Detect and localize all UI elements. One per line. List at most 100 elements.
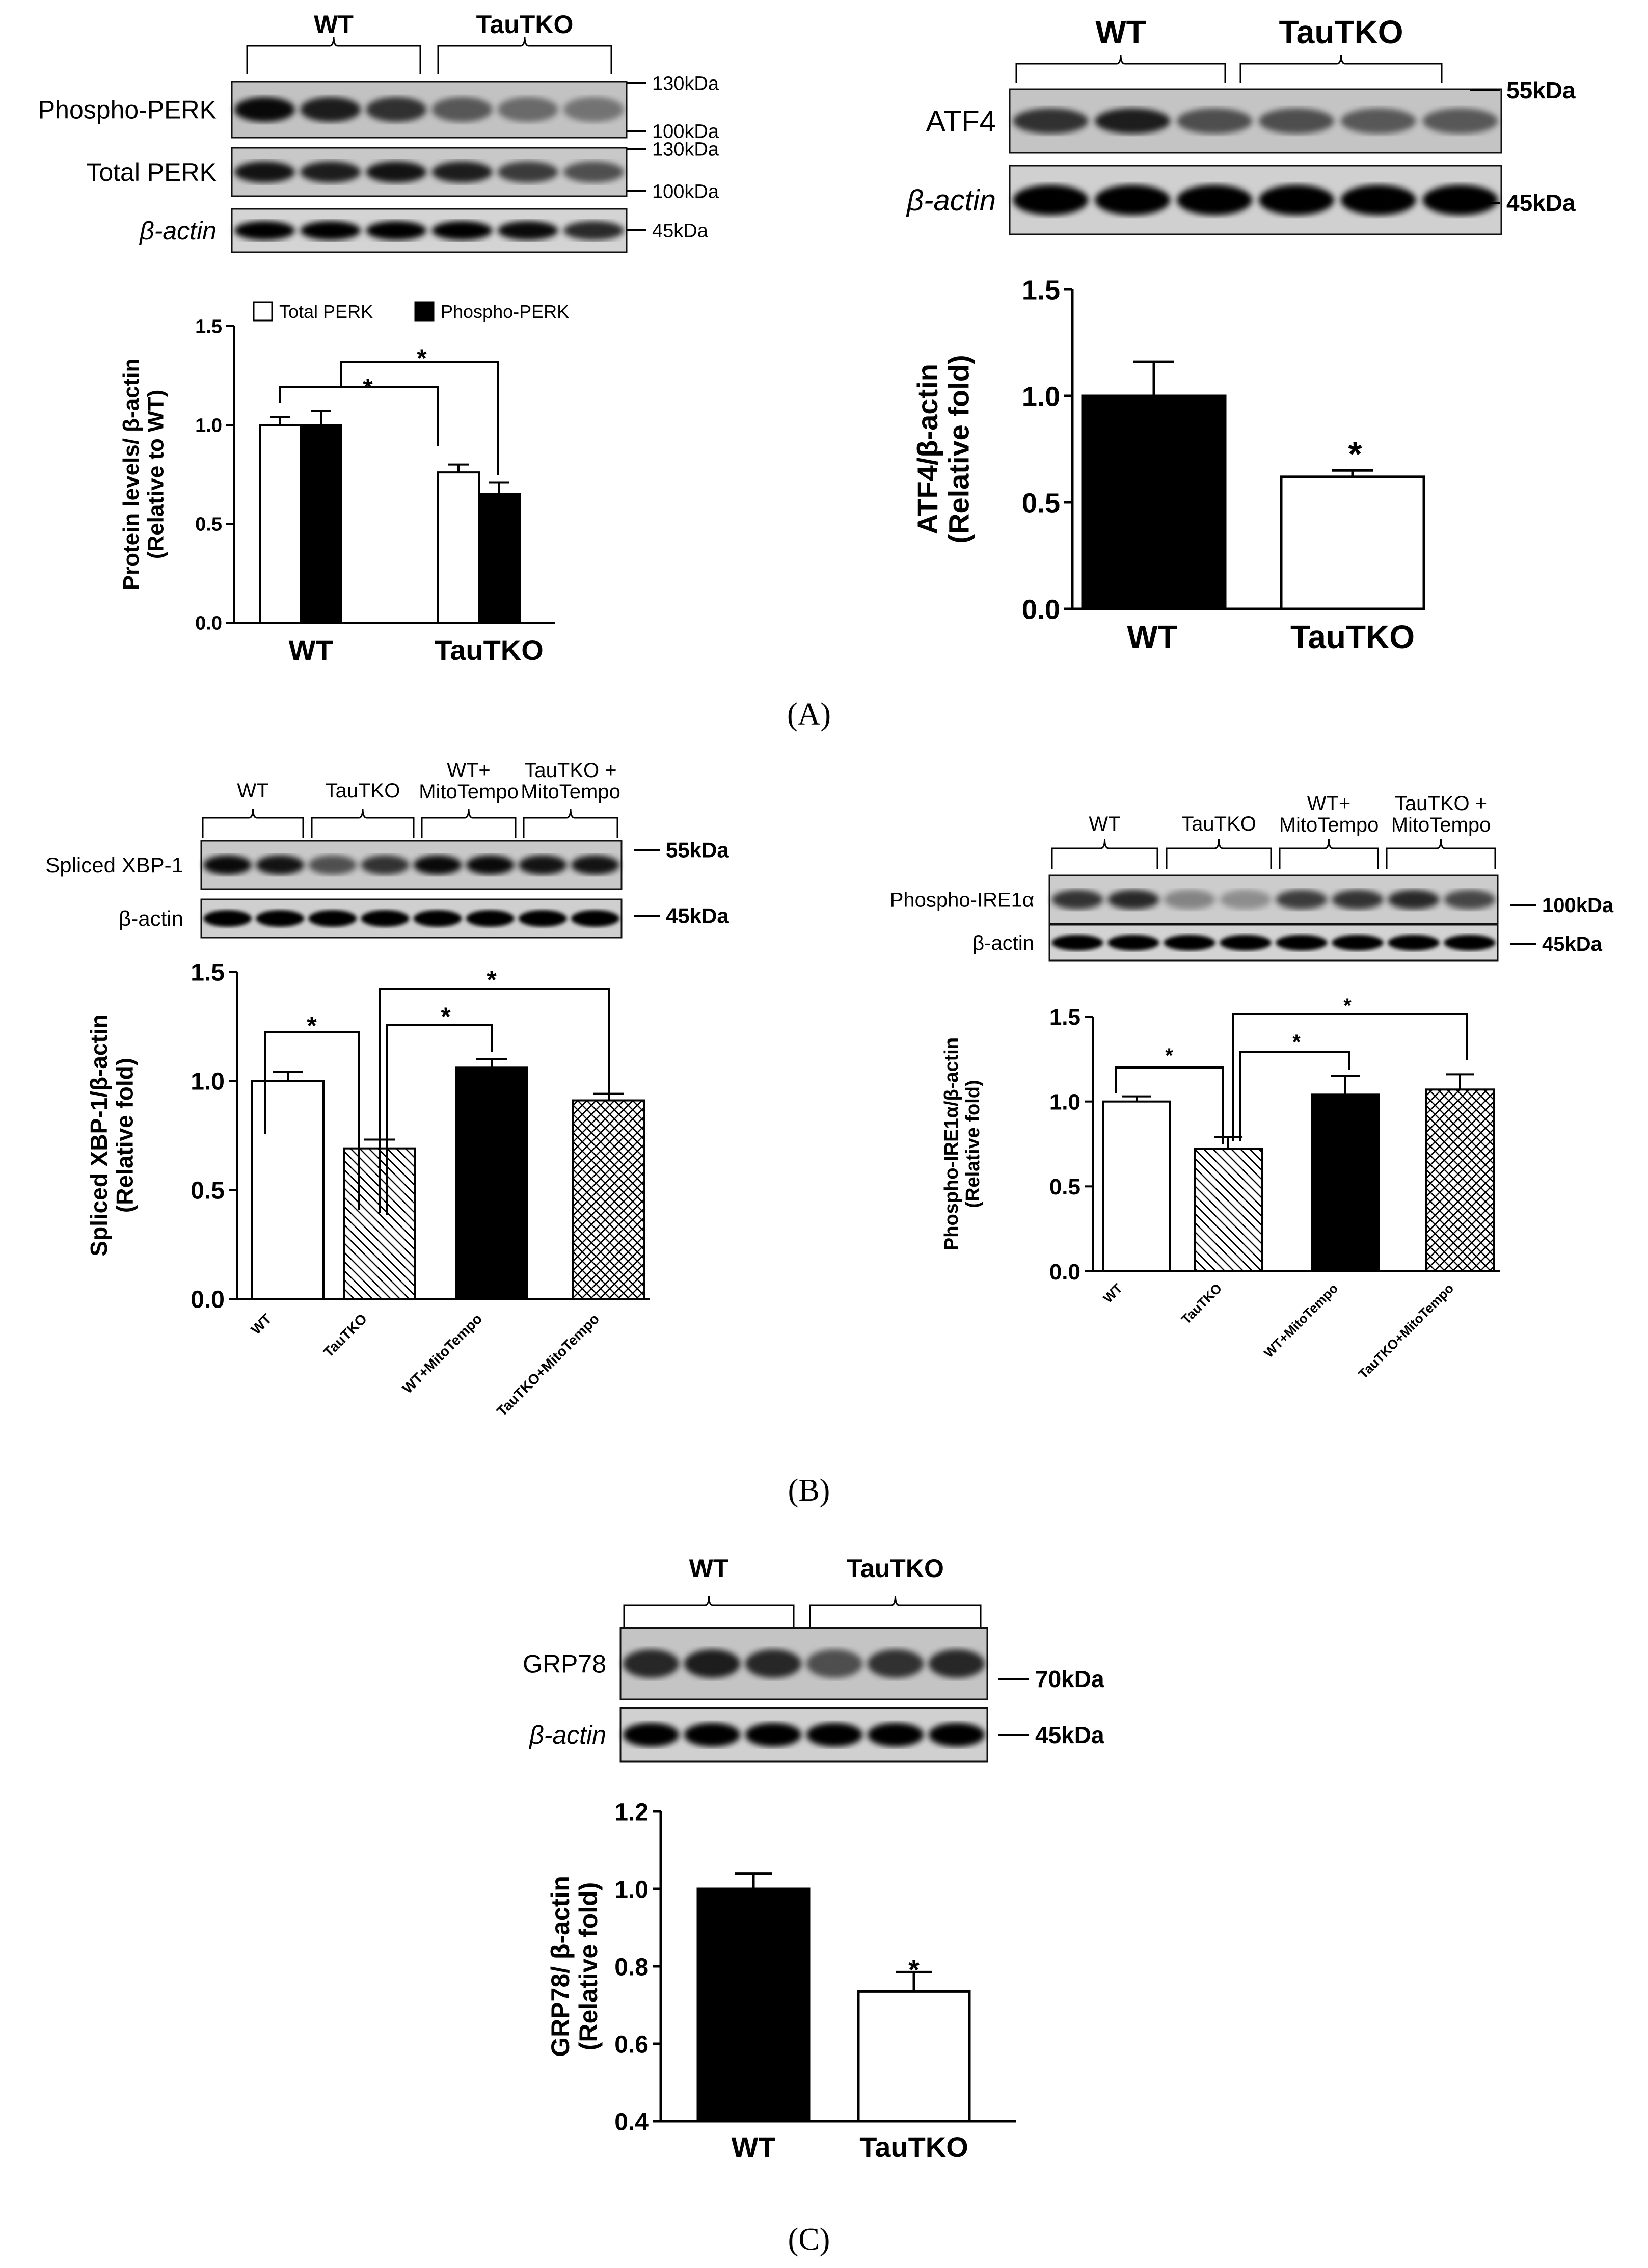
chart-xbp1: 0.0 0.5 1.0 1.5 Spliced XBP-1/β-actin(Relati… — [86, 959, 650, 1419]
marker-label-xbp1-0: 55kDa — [666, 838, 729, 862]
blot-band-atf4-1-5 — [1422, 184, 1498, 216]
blot-band-perk-1-5 — [563, 161, 624, 183]
sig-bracket-ire1-0 — [1115, 1066, 1224, 1144]
y-tick-label-grp78-2: 0.8 — [614, 1954, 649, 1981]
blot-bracket-xbp1-2 — [421, 808, 517, 838]
blot-band-ire1-0-5 — [1332, 890, 1384, 910]
blot-group-label-xbp1-1: TauTKO — [326, 780, 400, 802]
blot-strip-perk-0 — [231, 81, 628, 139]
blot-band-xbp1-1-2 — [308, 910, 357, 927]
blot-band-ire1-1-1 — [1107, 935, 1159, 951]
blot-band-xbp1-0-6 — [518, 855, 567, 875]
y-axis-label-ire1: Phospho-IRE1α/β-actin — [941, 1037, 962, 1250]
blot-row-label-xbp1-0: Spliced XBP-1 — [45, 853, 183, 877]
blot-bracket-atf4-1 — [1239, 54, 1443, 83]
legend-swatch-perk-0 — [253, 301, 273, 322]
y-tick-label-perk-1: 0.5 — [195, 514, 222, 536]
blot-strip-perk-1 — [231, 147, 628, 197]
blot-band-perk-0-5 — [563, 97, 624, 122]
blot-band-grp78-1-5 — [928, 1723, 985, 1747]
y-tick-label-grp78-1: 0.6 — [614, 2031, 649, 2058]
blot-bracket-perk-0 — [246, 36, 421, 74]
blot-band-xbp1-0-0 — [203, 855, 252, 875]
x-tick-label-xbp1-2: WT+MitoTempo — [399, 1311, 485, 1396]
blot-atf4: WT TauTKO ATF4 β-actin 55kDa 45kDa — [906, 14, 1576, 235]
blot-band-grp78-1-0 — [623, 1723, 680, 1747]
blot-band-grp78-0-0 — [623, 1649, 680, 1678]
y-tick-label-atf4-2: 1.0 — [1022, 381, 1060, 412]
sig-star-grp78-0: * — [908, 1954, 920, 1986]
y-axis-label-perk: Protein levels/ β-actin — [119, 359, 144, 591]
blot-band-perk-2-1 — [300, 221, 361, 241]
blot-band-ire1-1-6 — [1388, 935, 1440, 951]
blot-band-perk-2-4 — [497, 221, 558, 241]
blot-row-label-grp78-1: β-actin — [528, 1721, 606, 1749]
blot-band-atf4-1-4 — [1340, 184, 1416, 216]
blot-band-ire1-1-3 — [1220, 935, 1272, 951]
x-tick-label-ire1-2: WT+MitoTempo — [1261, 1280, 1341, 1360]
blot-band-ire1-1-5 — [1332, 935, 1384, 951]
y-tick-label-perk-0: 0.0 — [195, 613, 222, 634]
marker-label-perk-0: 130kDa — [652, 73, 719, 94]
blot-band-perk-1-0 — [234, 161, 295, 183]
bar-atf4-0 — [1081, 394, 1227, 610]
blot-band-perk-0-4 — [497, 97, 558, 122]
y-axis-label-atf4-line2: (Relative fold) — [943, 355, 975, 543]
blot-row-label-ire1-0: Phospho-IRE1α — [890, 889, 1034, 912]
blot-band-xbp1-0-3 — [361, 855, 410, 875]
blot-band-ire1-0-1 — [1107, 890, 1159, 910]
blot-band-xbp1-1-4 — [413, 910, 462, 927]
blot-group-label-ire1-1: TauTKO — [1181, 813, 1256, 835]
blot-bracket-ire1-1 — [1166, 839, 1272, 869]
bar-ire1-3 — [1425, 1088, 1495, 1272]
sig-star-atf4-0: * — [1348, 434, 1362, 474]
blot-band-xbp1-1-6 — [518, 910, 567, 927]
blot-band-perk-2-0 — [234, 221, 295, 241]
blot-band-grp78-0-3 — [806, 1649, 863, 1678]
blot-band-grp78-0-5 — [928, 1649, 985, 1678]
x-tick-label-grp78-1: TauTKO — [859, 2131, 968, 2163]
y-tick-label-ire1-0: 0.0 — [1049, 1260, 1080, 1285]
x-tick-label-xbp1-3: TauTKO+MitoTempo — [494, 1311, 602, 1419]
sig-star-ire1-1: * — [1292, 1031, 1301, 1053]
blot-band-grp78-0-2 — [745, 1649, 802, 1678]
marker-label-grp78-1: 45kDa — [1035, 1722, 1104, 1748]
blot-row-label-perk-0: Phospho-PERK — [38, 96, 217, 124]
bar-perk-total-perk-1 — [437, 471, 480, 624]
sig-bracket-xbp1-2 — [379, 988, 610, 1213]
blot-band-atf4-1-3 — [1258, 184, 1334, 216]
blot-row-label-ire1-1: β-actin — [972, 932, 1034, 954]
blot-band-ire1-1-7 — [1444, 935, 1496, 951]
blot-bracket-ire1-0 — [1051, 839, 1158, 869]
blot-band-atf4-0-5 — [1422, 108, 1498, 134]
sig-bracket-perk-1 — [340, 361, 499, 475]
blot-group-label-xbp1-3-line2: MitoTempo — [521, 781, 620, 803]
bar-xbp1-0 — [251, 1080, 325, 1300]
marker-label-perk-1: 100kDa — [652, 121, 719, 142]
blot-band-atf4-0-2 — [1177, 108, 1253, 134]
blot-bracket-xbp1-0 — [202, 808, 304, 838]
y-tick-label-ire1-1: 0.5 — [1049, 1175, 1080, 1199]
sig-bracket-perk-0 — [279, 386, 439, 446]
blot-bracket-perk-1 — [437, 36, 612, 74]
y-axis-label-grp78: GRP78/ β-actin — [546, 1876, 575, 2057]
marker-label-atf4-0: 55kDa — [1506, 77, 1576, 103]
y-tick-label-atf4-1: 0.5 — [1022, 488, 1060, 518]
blot-group-label-ire1-3: TauTKO + — [1395, 792, 1487, 815]
blot-band-xbp1-0-4 — [413, 855, 462, 875]
y-tick-label-ire1-2: 1.0 — [1049, 1090, 1080, 1115]
blot-band-perk-1-4 — [497, 161, 558, 183]
blot-band-atf4-0-0 — [1013, 108, 1089, 134]
blot-band-xbp1-0-5 — [466, 855, 515, 875]
panel-label-a: (A) — [787, 697, 831, 732]
bar-perk-total-perk-0 — [259, 424, 302, 624]
marker-label-xbp1-1: 45kDa — [666, 904, 729, 928]
blot-band-perk-0-0 — [234, 97, 295, 122]
blot-band-grp78-1-4 — [867, 1723, 924, 1747]
bar-atf4-1 — [1280, 475, 1425, 610]
blot-row-label-atf4-1: β-actin — [906, 184, 996, 217]
bar-xbp1-3 — [572, 1099, 645, 1300]
sig-bracket-xbp1-0 — [264, 1031, 360, 1210]
blot-band-atf4-1-2 — [1177, 184, 1253, 216]
